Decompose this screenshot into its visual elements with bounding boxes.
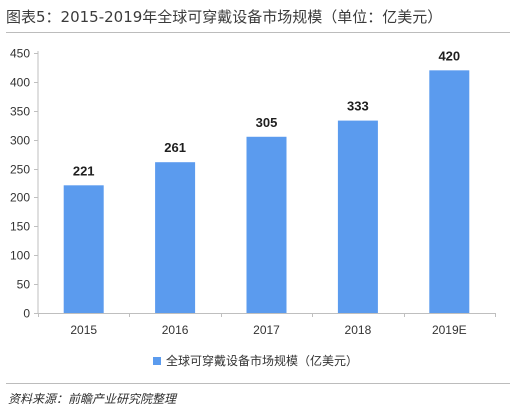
x-tick-label: 2018 (345, 323, 372, 337)
legend-label: 全球可穿戴设备市场规模（亿美元） (166, 354, 359, 368)
y-tick-label: 150 (10, 220, 30, 234)
y-tick-label: 200 (10, 191, 30, 205)
x-tick-label: 2017 (253, 323, 280, 337)
y-tick-label: 0 (23, 307, 30, 321)
y-tick-label: 450 (10, 47, 30, 61)
bar-2018 (337, 120, 378, 313)
bar-series (63, 70, 470, 313)
bar-2016 (155, 162, 196, 313)
legend: 全球可穿戴设备市场规模（亿美元） (153, 352, 358, 369)
y-tick-label: 350 (10, 105, 30, 119)
y-tick-label: 100 (10, 249, 30, 263)
data-label-2015: 221 (73, 163, 95, 178)
y-tick-label: 300 (10, 134, 30, 148)
bar-2019E (429, 70, 470, 313)
data-label-2019E: 420 (438, 48, 460, 63)
data-label-2017: 305 (256, 115, 278, 130)
x-tick-label: 2015 (70, 323, 97, 337)
x-tick-label: 2016 (162, 323, 189, 337)
y-axis: 0 50 100 150 200 250 300 350 400 450 (10, 47, 39, 321)
y-tick-label: 50 (17, 278, 31, 292)
data-label-2018: 333 (347, 99, 369, 114)
figure-title: 图表5：2015-2019年全球可穿戴设备市场规模（单位：亿美元） (6, 8, 443, 26)
x-axis: 2015 2016 2017 2018 2019E (38, 313, 496, 337)
y-tick-label: 400 (10, 76, 30, 90)
legend-swatch (153, 356, 161, 365)
source-divider (6, 383, 510, 384)
title-divider (6, 32, 510, 33)
source-note: 资料来源：前瞻产业研究院整理 (8, 392, 177, 406)
y-tick-label: 250 (10, 163, 30, 177)
bar-2015 (63, 185, 104, 313)
data-labels: 221 261 305 333 420 (73, 48, 460, 178)
x-tick-label: 2019E (432, 323, 467, 337)
data-label-2016: 261 (164, 140, 186, 155)
bar-2017 (246, 136, 287, 313)
